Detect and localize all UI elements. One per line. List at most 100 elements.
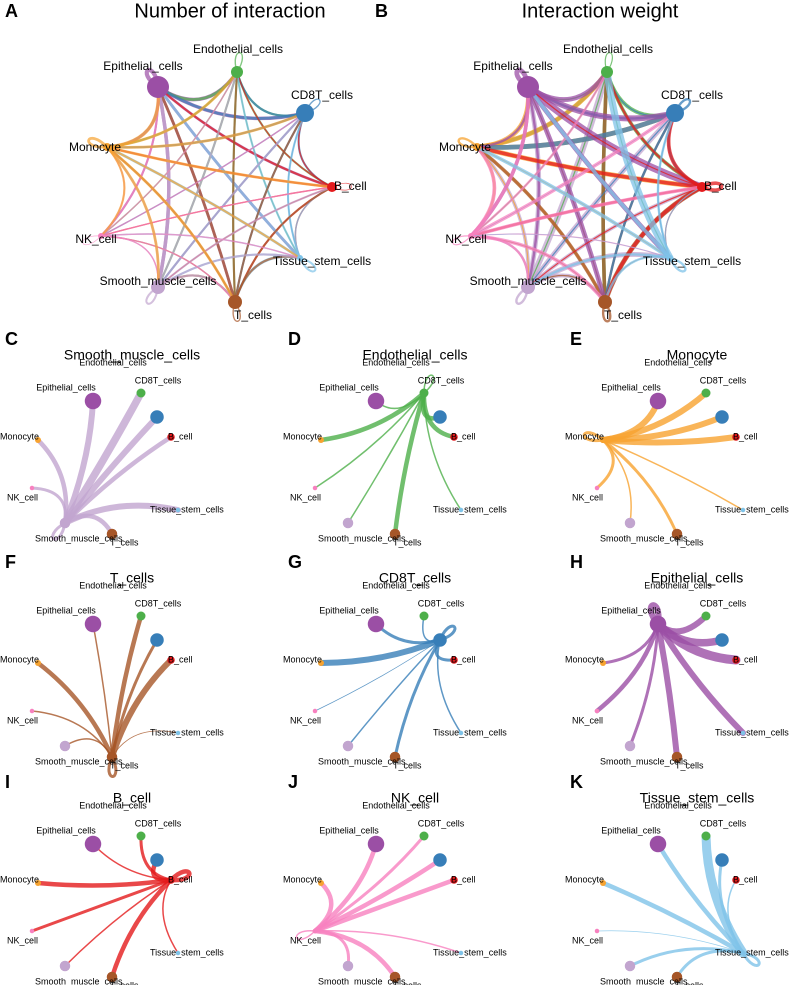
- node-label: CD8T_cells: [418, 598, 465, 608]
- node: [312, 708, 318, 714]
- edge: [628, 947, 745, 968]
- node: [715, 633, 729, 647]
- edge: [234, 51, 244, 73]
- node: [297, 255, 303, 261]
- edge: [105, 70, 239, 149]
- node-label: Endothelial_cells: [362, 580, 430, 590]
- node: [175, 507, 181, 513]
- edge: [314, 639, 441, 712]
- small-panel: I B_cell Epithelial_cells Endothelial_cells…: [0, 772, 224, 985]
- edge: [82, 235, 102, 246]
- edge: [656, 111, 677, 260]
- edge: [470, 233, 671, 259]
- edge: [312, 877, 457, 934]
- node-label: Epithelial_cells: [36, 382, 96, 392]
- panel-letter: I: [5, 772, 10, 792]
- node-label: Smooth_muscle_cells: [470, 274, 587, 288]
- edge: [313, 929, 351, 968]
- edge: [109, 657, 174, 760]
- node-label: CD8T_cells: [135, 598, 182, 608]
- edge: [438, 624, 457, 642]
- edge: [457, 137, 479, 149]
- node-label: Smooth_muscle_cells: [35, 976, 123, 985]
- node: [136, 611, 146, 621]
- small-panel: HEpithelial_cellsEpithelial_cellsEndothe…: [565, 552, 789, 771]
- node-label: Smooth_muscle_cells: [318, 533, 406, 543]
- node: [517, 76, 539, 98]
- node: [367, 615, 385, 633]
- edge: [156, 185, 334, 289]
- node: [666, 104, 684, 122]
- panel-title: NK_cell: [391, 790, 439, 806]
- node-label: Endothelial_cells: [563, 42, 653, 56]
- node-label: CD8T_cells: [700, 598, 747, 608]
- node: [228, 295, 242, 309]
- panel-title: Monocyte: [667, 347, 728, 363]
- node: [342, 517, 354, 529]
- edge: [594, 621, 661, 714]
- node: [594, 928, 600, 934]
- edge: [595, 438, 615, 490]
- node: [59, 960, 71, 972]
- edge: [469, 70, 609, 238]
- node: [521, 280, 535, 294]
- node-label: Endothelial_cells: [79, 800, 147, 810]
- edge: [664, 186, 703, 259]
- node-label: B_cell: [733, 654, 758, 664]
- node: [29, 708, 35, 714]
- node-label: T_cells: [393, 980, 422, 985]
- edge: [156, 70, 239, 289]
- node: [147, 76, 169, 98]
- edge: [469, 234, 530, 289]
- node: [667, 255, 673, 261]
- node: [103, 143, 111, 151]
- node-label: Endothelial_cells: [79, 580, 147, 590]
- node-label: B_cell: [733, 431, 758, 441]
- node-label: Endothelial_cells: [644, 580, 712, 590]
- node: [318, 880, 324, 886]
- edge: [604, 52, 613, 73]
- edge: [111, 730, 179, 758]
- node-label: Monocyte: [0, 874, 39, 884]
- node: [649, 835, 667, 853]
- node: [29, 485, 35, 491]
- node: [419, 831, 429, 841]
- edge: [475, 145, 607, 304]
- node: [671, 528, 683, 540]
- edge: [423, 392, 462, 511]
- node: [29, 928, 35, 934]
- node-label: Smooth_muscle_cells: [600, 976, 688, 985]
- node: [600, 660, 606, 666]
- edge: [286, 111, 307, 260]
- edge: [105, 145, 302, 260]
- node-label: Smooth_muscle_cells: [318, 976, 406, 985]
- node-label: T_cells: [110, 980, 139, 985]
- edge: [436, 639, 462, 734]
- node: [433, 853, 447, 867]
- node-label: NK_cell: [7, 715, 38, 725]
- edge: [233, 111, 307, 304]
- edge: [469, 145, 497, 238]
- edge: [603, 68, 674, 262]
- node-label: T_cells: [675, 537, 704, 547]
- small-panel: D Endothelial_cells Epithelial_cells Endoth…: [283, 329, 507, 548]
- panel-title: Smooth_muscle_cells: [64, 347, 200, 363]
- node: [342, 960, 354, 972]
- edge: [107, 755, 118, 778]
- node-label: NK_cell: [290, 715, 321, 725]
- node-label: Smooth_muscle_cells: [35, 533, 123, 543]
- node: [106, 971, 118, 983]
- node-label: Tissue_stem_cells: [150, 727, 224, 737]
- node-label: NK_cell: [7, 492, 38, 502]
- edge: [156, 85, 171, 289]
- edge: [105, 145, 237, 304]
- node-label: CD8T_cells: [291, 88, 353, 102]
- edge: [475, 145, 672, 260]
- edge: [347, 392, 425, 524]
- node-label: Monocyte: [565, 431, 604, 441]
- node: [98, 233, 104, 239]
- node: [167, 656, 175, 664]
- edge: [582, 431, 605, 443]
- edge: [313, 834, 426, 933]
